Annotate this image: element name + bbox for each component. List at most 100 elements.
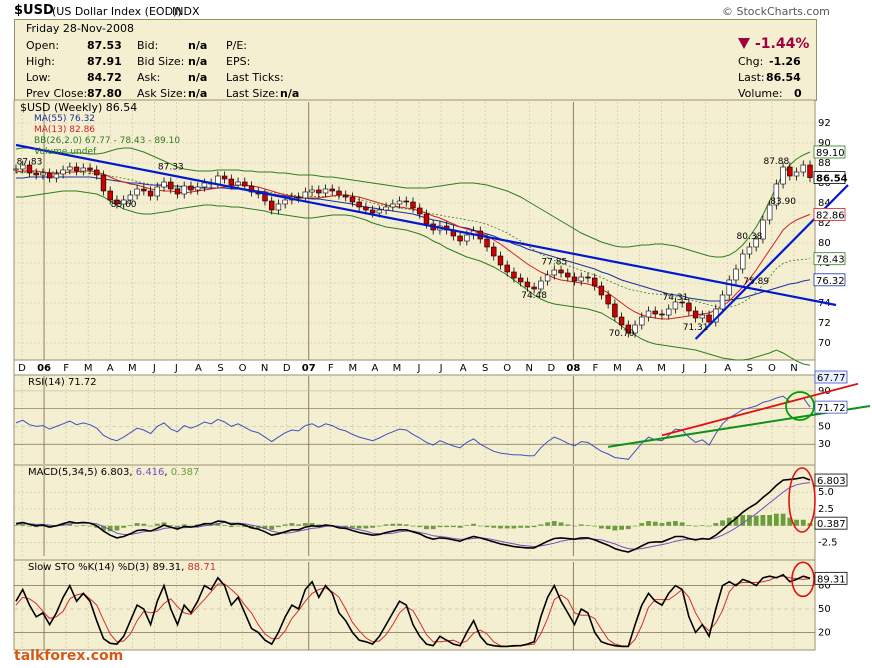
- candle-body: [100, 174, 107, 192]
- macd-histogram-bar: [161, 522, 167, 526]
- candle-body: [484, 238, 490, 248]
- credit-label[interactable]: © StockCharts.com: [722, 5, 830, 18]
- macd-histogram-bar: [417, 525, 423, 528]
- macd-panel: [13, 464, 816, 561]
- price-annotation: 87.33: [158, 163, 184, 173]
- month-tick-label: 06: [37, 363, 51, 374]
- candle-body: [13, 168, 19, 171]
- month-tick-label: J: [417, 363, 421, 374]
- legend-ma13: MA(13) 82.86: [34, 125, 96, 135]
- rsi-tag-label: 71.72: [817, 403, 846, 414]
- macd-histogram-bar: [726, 517, 732, 526]
- sto-tag-label: 89.31: [817, 574, 846, 585]
- candle-body: [376, 209, 383, 214]
- candle-body: [686, 302, 692, 312]
- month-tick-label: F: [63, 363, 69, 374]
- macd-prefix: MACD(5,34,5): [28, 467, 98, 478]
- month-tick-label: J: [703, 363, 707, 374]
- candle-body: [618, 316, 625, 326]
- candle-body: [390, 203, 396, 208]
- macd-histogram-bar: [356, 525, 362, 529]
- price-tick-label: 92: [818, 118, 831, 129]
- macd-tick-label: 2.5: [818, 504, 834, 515]
- macd-histogram-bar: [437, 525, 443, 528]
- candle-body: [343, 194, 349, 198]
- candle-body: [578, 276, 584, 282]
- candle-body: [699, 314, 706, 319]
- macd-histogram-bar: [74, 525, 79, 527]
- candle-body: [53, 173, 60, 179]
- price-tag-label: 78.43: [816, 255, 845, 266]
- candle-body: [94, 169, 100, 176]
- candle-body: [652, 310, 658, 315]
- pct-change: -1.44%: [755, 36, 810, 52]
- month-tick-label: M: [128, 363, 137, 374]
- quote-value: -1.26: [769, 55, 801, 68]
- sto-tick-label: 20: [818, 627, 831, 638]
- candle-body: [719, 294, 726, 310]
- macd-histogram-bar: [686, 525, 692, 526]
- quote-label: Low:: [26, 71, 51, 84]
- month-tick-label: O: [239, 363, 247, 374]
- price-annotation: 74.31: [663, 293, 689, 303]
- macd-histogram-bar: [666, 521, 672, 526]
- macd-histogram-bar: [450, 525, 456, 528]
- price-tag-box: [813, 207, 846, 221]
- sto-tick-label: 80: [818, 581, 831, 592]
- macd-histogram-bar: [504, 525, 510, 529]
- macd-histogram-bar: [309, 523, 315, 526]
- macd-histogram-bar: [67, 523, 73, 526]
- watermark: talkforex.com: [14, 648, 124, 664]
- month-tick-label: F: [328, 363, 334, 374]
- macd-histogram-bar: [276, 525, 281, 528]
- candle-body: [403, 200, 409, 203]
- macd-histogram-bar: [430, 525, 436, 530]
- macd-histogram-bar: [565, 524, 571, 526]
- macd-histogram-bar: [787, 517, 793, 526]
- quote-label: Last Ticks:: [226, 71, 284, 84]
- candle-body: [127, 194, 134, 201]
- macd-histogram-bar: [80, 525, 86, 526]
- price-tag-box: [813, 171, 846, 185]
- candle-body: [773, 183, 780, 206]
- exchange-label: INDX: [172, 5, 200, 18]
- macd-histogram-bar: [531, 525, 537, 528]
- sto-prefix: Slow STO %K(14) %D(3): [28, 562, 150, 573]
- candle-body: [423, 213, 430, 225]
- macd-histogram-bar: [343, 525, 349, 528]
- candle-body: [282, 199, 288, 205]
- price-tag-label: 82.86: [816, 210, 845, 221]
- macd-line: [15, 476, 811, 553]
- candle-body: [26, 164, 33, 174]
- macd-histogram-bar: [242, 525, 248, 528]
- candle-body: [544, 274, 551, 282]
- sto-tick-label: 50: [818, 604, 831, 615]
- candle-body: [295, 196, 302, 199]
- candle-body: [383, 206, 389, 211]
- macd-histogram-bar: [484, 525, 490, 528]
- macd-histogram-bar: [350, 525, 355, 528]
- quote-label: P/E:: [226, 39, 247, 52]
- macd-histogram-bar: [625, 525, 631, 530]
- macd-histogram-bar: [397, 523, 402, 526]
- sto-label: Slow STO %K(14) %D(3) 89.31, 88.71: [28, 562, 217, 573]
- candle-body: [322, 188, 329, 194]
- candle-body: [316, 189, 322, 194]
- candle-body: [188, 185, 194, 191]
- macd-histogram-bar: [511, 525, 517, 529]
- macd-histogram-bar: [154, 523, 160, 526]
- macd-histogram-bar: [477, 525, 483, 527]
- candle-body: [746, 246, 753, 255]
- quote-value: n/a: [188, 87, 208, 100]
- macd-tag-label: 6.803: [817, 476, 846, 487]
- quote-label: Ask Size:: [137, 87, 187, 100]
- month-tick-label: F: [593, 363, 599, 374]
- price-tag-box: [813, 273, 846, 287]
- candle-body: [268, 200, 275, 211]
- quote-value: n/a: [188, 55, 208, 68]
- bb-upper-line: [15, 147, 811, 258]
- candle-body: [598, 285, 605, 296]
- month-tick-label: J: [681, 363, 685, 374]
- macd-value: 6.803: [100, 467, 130, 478]
- month-tick-label: S: [217, 363, 223, 374]
